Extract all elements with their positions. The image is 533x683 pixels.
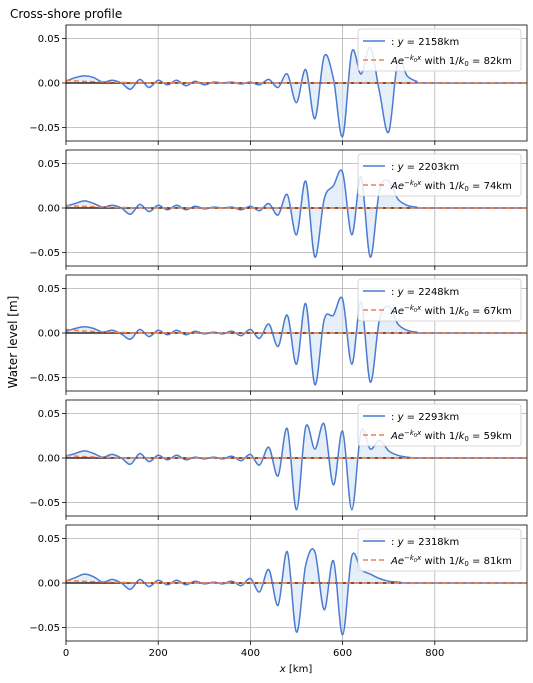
legend: : y = 2248km Ae−k0x with 1/k0 = 67km <box>357 278 522 322</box>
x-tick-label: 200 <box>149 648 168 659</box>
decay-line <box>65 454 527 459</box>
panels: −0.05 0.00 0.05 : y = 2158km Ae−k0x with 1/k… <box>29 24 528 659</box>
signal-line <box>65 296 528 386</box>
x-tick-label: 800 <box>425 648 444 659</box>
legend-label-signal: : y = 2318km <box>391 537 459 548</box>
panel-2: −0.05 0.00 0.05 : y = 2203km Ae−k0x with 1/k… <box>29 149 528 270</box>
x-tick-label: 0 <box>63 648 69 659</box>
legend-label-signal: : y = 2203km <box>391 162 459 173</box>
signal-fill <box>66 47 527 137</box>
y-tick-label: 0.05 <box>38 534 60 545</box>
x-tick-label: 400 <box>241 648 260 659</box>
y-tick-label: 0.00 <box>38 329 60 340</box>
legend-box <box>357 28 522 72</box>
panel-1: −0.05 0.00 0.05 : y = 2158km Ae−k0x with 1/k… <box>29 24 528 145</box>
y-tick-label: 0.00 <box>38 454 60 465</box>
x-axis-label: x [km] <box>279 664 313 675</box>
y-tick-label: 0.00 <box>38 79 60 90</box>
y-tick-label: −0.05 <box>29 498 60 509</box>
legend: : y = 2293km Ae−k0x with 1/k0 = 59km <box>357 403 522 447</box>
y-tick-label: −0.05 <box>29 623 60 634</box>
legend-box <box>357 278 522 322</box>
legend-label-decay: Ae−k0x with 1/k0 = 82km <box>390 54 512 68</box>
signal-line <box>65 169 528 258</box>
decay-line <box>65 79 527 84</box>
legend-box <box>357 153 522 197</box>
legend-label-decay: Ae−k0x with 1/k0 = 74km <box>390 179 512 193</box>
legend-label-signal: : y = 2293km <box>391 412 459 423</box>
panel-3: −0.05 0.00 0.05 : y = 2248km Ae−k0x with 1/k… <box>29 274 528 395</box>
legend-label-signal: : y = 2248km <box>391 287 459 298</box>
legend-label-signal: : y = 2158km <box>391 37 459 48</box>
figure-title: Cross-shore profile <box>10 7 122 21</box>
y-tick-label: −0.05 <box>29 123 60 134</box>
panel-4: −0.05 0.00 0.05 : y = 2293km Ae−k0x with 1/k… <box>29 399 528 520</box>
y-tick-label: −0.05 <box>29 248 60 259</box>
signal-fill <box>66 297 527 385</box>
legend-label-decay: Ae−k0x with 1/k0 = 59km <box>390 429 512 443</box>
signal-fill <box>66 548 527 635</box>
legend: : y = 2158km Ae−k0x with 1/k0 = 82km <box>357 28 522 72</box>
signal-line <box>65 548 527 636</box>
y-axis-label: Water level [m] <box>6 296 20 389</box>
legend: : y = 2318km Ae−k0x with 1/k0 = 81km <box>357 528 522 572</box>
y-tick-label: −0.05 <box>29 373 60 384</box>
legend-box <box>357 403 522 447</box>
legend-label-decay: Ae−k0x with 1/k0 = 67km <box>390 304 512 318</box>
legend-box <box>357 528 522 572</box>
decay-line <box>65 328 527 334</box>
y-tick-label: 0.00 <box>38 579 60 590</box>
signal-fill <box>66 170 527 258</box>
y-tick-label: 0.05 <box>38 159 60 170</box>
panel-5: −0.05 0.00 0.05 0 200 400 600 800 : y = 2318km Ae… <box>29 524 528 659</box>
legend: : y = 2203km Ae−k0x with 1/k0 = 74km <box>357 153 522 197</box>
y-tick-label: 0.05 <box>38 34 60 45</box>
x-tick-label: 600 <box>333 648 352 659</box>
y-tick-label: 0.00 <box>38 204 60 215</box>
decay-line <box>65 204 527 209</box>
y-tick-label: 0.05 <box>38 284 60 295</box>
signal-fill <box>66 423 527 510</box>
y-tick-label: 0.05 <box>38 409 60 420</box>
decay-line <box>65 579 527 584</box>
legend-label-decay: Ae−k0x with 1/k0 = 81km <box>390 554 512 568</box>
